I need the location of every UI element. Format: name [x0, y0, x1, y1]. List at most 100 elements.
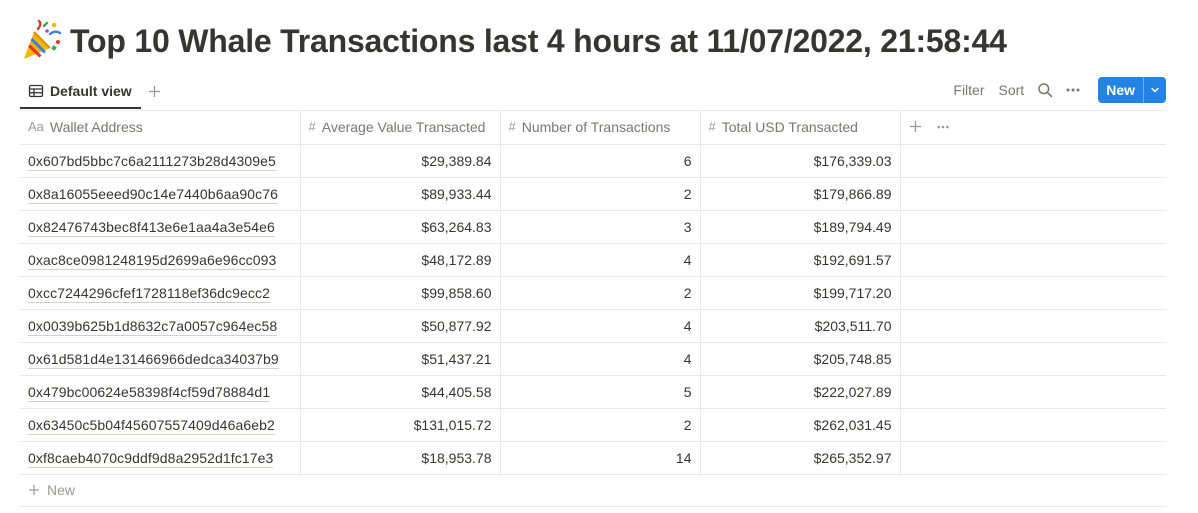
- wallet-address: 0x8a16055eeed90c14e7440b6aa90c76: [28, 185, 278, 204]
- more-horizontal-icon: [1066, 88, 1080, 92]
- table-row[interactable]: 0xf8caeb4070c9ddf9d8a2952d1fc17e3 $18,953…: [20, 441, 1166, 475]
- table-row[interactable]: 0x8a16055eeed90c14e7440b6aa90c76 $89,933.…: [20, 177, 1166, 211]
- empty-cell[interactable]: [900, 276, 1166, 310]
- number-type-icon: #: [508, 119, 516, 135]
- wallet-address-cell[interactable]: 0xcc7244296cfef1728118ef36dc9ecc2: [20, 276, 301, 310]
- transaction-count-cell[interactable]: 4: [500, 342, 701, 376]
- total-usd-cell[interactable]: $189,794.49: [700, 210, 901, 244]
- total-usd-cell[interactable]: $222,027.89: [700, 375, 901, 409]
- empty-cell[interactable]: [900, 177, 1166, 211]
- tab-default-view[interactable]: Default view: [20, 74, 141, 109]
- wallet-address-cell[interactable]: 0x63450c5b04f45607557409d46a6eb2: [20, 408, 301, 442]
- empty-cell[interactable]: [900, 309, 1166, 343]
- table-row[interactable]: 0x82476743bec8f413e6e1aa4a3e54e6 $63,264.…: [20, 210, 1166, 244]
- more-options-button[interactable]: [1059, 76, 1087, 104]
- chevron-down-icon: [1151, 87, 1159, 93]
- new-record-button[interactable]: New: [1098, 77, 1166, 103]
- new-row-label: New: [47, 482, 76, 498]
- new-options-caret[interactable]: [1143, 77, 1166, 103]
- text-type-icon: Aa: [28, 119, 44, 135]
- wallet-address: 0xf8caeb4070c9ddf9d8a2952d1fc17e3: [28, 449, 274, 468]
- total-usd-cell[interactable]: $199,717.20: [700, 276, 901, 310]
- column-header-wallet-address[interactable]: Aa Wallet Address: [20, 110, 301, 145]
- wallet-address-cell[interactable]: 0x607bd5bbc7c6a2111273b28d4309e5: [20, 144, 301, 178]
- wallet-address-cell[interactable]: 0x479bc00624e58398f4cf59d78884d1: [20, 375, 301, 409]
- table-row[interactable]: 0x63450c5b04f45607557409d46a6eb2 $131,015…: [20, 408, 1166, 442]
- wallet-address: 0x82476743bec8f413e6e1aa4a3e54e6: [28, 218, 275, 237]
- transaction-count-cell[interactable]: 4: [500, 243, 701, 277]
- sort-button[interactable]: Sort: [998, 82, 1025, 98]
- transaction-count-cell[interactable]: 4: [500, 309, 701, 343]
- empty-cell[interactable]: [900, 243, 1166, 277]
- average-value-cell[interactable]: $18,953.78: [300, 441, 501, 475]
- transaction-count-cell[interactable]: 14: [500, 441, 701, 475]
- transaction-count-cell[interactable]: 5: [500, 375, 701, 409]
- wallet-address: 0x63450c5b04f45607557409d46a6eb2: [28, 416, 275, 435]
- average-value-cell[interactable]: $44,405.58: [300, 375, 501, 409]
- wallet-address-cell[interactable]: 0xac8ce0981248195d2699a6e96cc093: [20, 243, 301, 277]
- plus-icon: [148, 85, 160, 97]
- transaction-count-cell[interactable]: 2: [500, 408, 701, 442]
- wallet-address-cell[interactable]: 0x61d581d4e131466966dedca34037b9: [20, 342, 301, 376]
- average-value-cell[interactable]: $131,015.72: [300, 408, 501, 442]
- add-property-icon[interactable]: [909, 120, 922, 133]
- add-new-row-button[interactable]: New: [20, 474, 1166, 507]
- table-row[interactable]: 0xac8ce0981248195d2699a6e96cc093 $48,172.…: [20, 243, 1166, 277]
- table-row[interactable]: 0xcc7244296cfef1728118ef36dc9ecc2 $99,858…: [20, 276, 1166, 310]
- total-usd-cell[interactable]: $265,352.97: [700, 441, 901, 475]
- average-value-cell[interactable]: $63,264.83: [300, 210, 501, 244]
- transaction-count-cell[interactable]: 2: [500, 276, 701, 310]
- wallet-address-cell[interactable]: 0x82476743bec8f413e6e1aa4a3e54e6: [20, 210, 301, 244]
- table-row[interactable]: 0x0039b625b1d8632c7a0057c964ec58 $50,877.…: [20, 309, 1166, 343]
- total-usd-cell[interactable]: $176,339.03: [700, 144, 901, 178]
- empty-cell[interactable]: [900, 210, 1166, 244]
- wallet-address: 0x0039b625b1d8632c7a0057c964ec58: [28, 317, 278, 336]
- average-value-cell[interactable]: $50,877.92: [300, 309, 501, 343]
- wallet-address: 0xcc7244296cfef1728118ef36dc9ecc2: [28, 284, 271, 303]
- page-title[interactable]: Top 10 Whale Transactions last 4 hours a…: [70, 22, 1007, 59]
- transaction-count-cell[interactable]: 6: [500, 144, 701, 178]
- wallet-address-cell[interactable]: 0x0039b625b1d8632c7a0057c964ec58: [20, 309, 301, 343]
- total-usd-cell[interactable]: $179,866.89: [700, 177, 901, 211]
- empty-cell[interactable]: [900, 342, 1166, 376]
- column-header-total-usd[interactable]: # Total USD Transacted: [700, 110, 901, 145]
- party-popper-icon[interactable]: [20, 20, 62, 62]
- add-view-button[interactable]: [144, 81, 164, 101]
- more-horizontal-icon[interactable]: [936, 120, 950, 134]
- average-value-cell[interactable]: $29,389.84: [300, 144, 501, 178]
- empty-cell[interactable]: [900, 144, 1166, 178]
- total-usd-cell[interactable]: $192,691.57: [700, 243, 901, 277]
- wallet-address-cell[interactable]: 0x8a16055eeed90c14e7440b6aa90c76: [20, 177, 301, 211]
- database-toolbar: Filter Sort New: [946, 76, 1166, 104]
- table-row[interactable]: 0x479bc00624e58398f4cf59d78884d1 $44,405.…: [20, 375, 1166, 409]
- average-value-cell[interactable]: $51,437.21: [300, 342, 501, 376]
- column-header-average-value[interactable]: # Average Value Transacted: [300, 110, 501, 145]
- table-row[interactable]: 0x607bd5bbc7c6a2111273b28d4309e5 $29,389.…: [20, 144, 1166, 178]
- search-button[interactable]: [1031, 76, 1059, 104]
- column-label: Total USD Transacted: [721, 118, 858, 135]
- column-header-actions: [900, 110, 1166, 145]
- wallet-address: 0x607bd5bbc7c6a2111273b28d4309e5: [28, 152, 276, 171]
- total-usd-cell[interactable]: $205,748.85: [700, 342, 901, 376]
- transaction-count-cell[interactable]: 2: [500, 177, 701, 211]
- total-usd-cell[interactable]: $262,031.45: [700, 408, 901, 442]
- table-row[interactable]: 0x61d581d4e131466966dedca34037b9 $51,437.…: [20, 342, 1166, 376]
- new-button-label[interactable]: New: [1106, 82, 1135, 98]
- empty-cell[interactable]: [900, 375, 1166, 409]
- empty-cell[interactable]: [900, 408, 1166, 442]
- average-value-cell[interactable]: $48,172.89: [300, 243, 501, 277]
- total-usd-cell[interactable]: $203,511.70: [700, 309, 901, 343]
- number-type-icon: #: [708, 119, 716, 135]
- column-label: Average Value Transacted: [321, 118, 486, 135]
- average-value-cell[interactable]: $89,933.44: [300, 177, 501, 211]
- column-label: Number of Transactions: [521, 118, 671, 135]
- search-icon: [1038, 83, 1053, 98]
- average-value-cell[interactable]: $99,858.60: [300, 276, 501, 310]
- column-header-number-of-transactions[interactable]: # Number of Transactions: [500, 110, 701, 145]
- empty-cell[interactable]: [900, 441, 1166, 475]
- transaction-count-cell[interactable]: 3: [500, 210, 701, 244]
- filter-button[interactable]: Filter: [953, 82, 985, 98]
- page-title-row: Top 10 Whale Transactions last 4 hours a…: [20, 18, 1007, 64]
- wallet-address-cell[interactable]: 0xf8caeb4070c9ddf9d8a2952d1fc17e3: [20, 441, 301, 475]
